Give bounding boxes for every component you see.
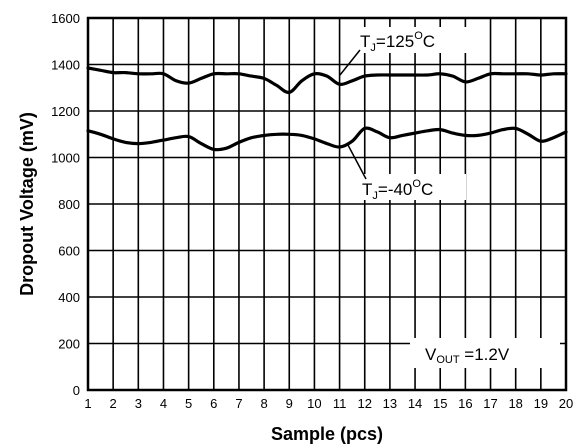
series-line-tj-minus40	[86, 126, 568, 152]
x-tick-label: 12	[358, 396, 372, 411]
x-tick-label: 20	[559, 396, 573, 411]
x-tick-label: 6	[210, 396, 217, 411]
annotation-tj-minus40-tail: C	[421, 180, 433, 199]
grid-lines	[88, 18, 566, 390]
annotation-tj-125-sub: J	[370, 42, 376, 54]
annotation-tj-minus40-main: T	[362, 180, 372, 199]
x-tick-label: 14	[408, 396, 422, 411]
annotation-tj-minus40-mid: =-40	[378, 180, 413, 199]
annotation-tj-125-mid: =125	[376, 32, 414, 51]
x-tick-label: 7	[235, 396, 242, 411]
y-tick-label: 200	[58, 337, 80, 352]
y-tick-label: 1000	[51, 151, 80, 166]
series-layer	[86, 66, 568, 152]
annotation-vout-main: V	[425, 345, 437, 364]
x-tick-label: 3	[135, 396, 142, 411]
x-tick-label: 5	[185, 396, 192, 411]
annotation-vout-sub: OUT	[436, 354, 460, 366]
x-tick-label: 13	[383, 396, 397, 411]
svg-text:TJ=-40OC: TJ=-40OC	[362, 178, 433, 202]
y-tick-label: 600	[58, 244, 80, 259]
x-axis-title: Sample (pcs)	[271, 424, 383, 444]
annotation-vout: VOUT =1.2V	[410, 338, 560, 368]
y-tick-label: 1400	[51, 58, 80, 73]
y-tick-label: 1200	[51, 104, 80, 119]
annotation-tj-125-main: T	[360, 32, 370, 51]
annotation-tj-minus40-sub: J	[372, 190, 378, 202]
annotation-vout-mid: =1.2V	[460, 345, 510, 364]
y-tick-label: 800	[58, 197, 80, 212]
plot-frame	[86, 16, 568, 392]
y-axis-title: Dropout Voltage (mV)	[17, 112, 37, 296]
annotation-tj-125-sup: O	[414, 30, 423, 42]
x-tick-label: 16	[458, 396, 472, 411]
annotation-tj-minus40: TJ=-40OC	[347, 144, 466, 202]
x-tick-label: 18	[508, 396, 522, 411]
x-tick-label: 1	[84, 396, 91, 411]
y-tick-labels: 0 200 400 600 800 1000 1200 1400 1600	[51, 11, 80, 398]
series-line-tj-125	[86, 66, 568, 95]
y-tick-label: 400	[58, 290, 80, 305]
x-tick-label: 11	[333, 396, 347, 411]
y-tick-label: 0	[73, 383, 80, 398]
annotation-tj-125-tail: C	[423, 32, 435, 51]
x-tick-label: 9	[286, 396, 293, 411]
svg-text:VOUT =1.2V: VOUT =1.2V	[425, 345, 510, 366]
x-tick-label: 17	[483, 396, 497, 411]
y-tick-label: 1600	[51, 11, 80, 26]
x-tick-label: 10	[307, 396, 321, 411]
annotation-tj-minus40-leader	[347, 144, 367, 180]
annotation-tj-minus40-sup: O	[412, 178, 421, 190]
annotation-tj-125: TJ=125OC	[339, 27, 475, 76]
x-tick-label: 15	[433, 396, 447, 411]
annotation-tj-125-leader	[339, 49, 361, 76]
x-tick-label: 4	[160, 396, 167, 411]
x-tick-label: 2	[110, 396, 117, 411]
x-tick-label: 8	[260, 396, 267, 411]
x-tick-label: 19	[534, 396, 548, 411]
x-tick-labels: 1 2 3 4 5 6 7 8 9 10 11 12 13 14 15 16 17 18 19 20	[84, 396, 573, 411]
svg-text:TJ=125OC: TJ=125OC	[360, 30, 435, 54]
